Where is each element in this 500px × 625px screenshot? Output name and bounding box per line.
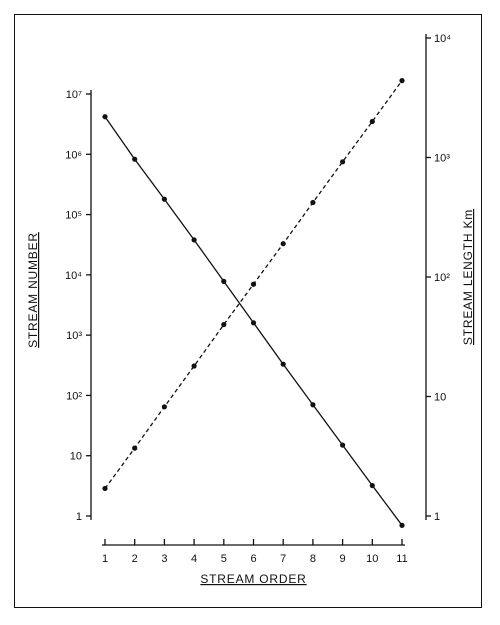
left-y-tick-label: 10⁶	[65, 149, 82, 161]
stream-length-data-point	[132, 445, 138, 451]
stream-number-data-point	[102, 114, 108, 120]
stream-number-data-point	[280, 361, 286, 367]
x-tick-label: 9	[340, 553, 346, 565]
stream-order-chart: 1 10 10² 10³ 10⁴ 10⁵ 10⁶ 10⁷ STREAM NUMBER 1 10 10²…	[26, 33, 475, 586]
stream-number-data-point	[221, 278, 227, 284]
right-y-tick-label: 10	[434, 392, 446, 404]
stream-length-data-point	[340, 159, 346, 165]
x-tick-label: 5	[221, 553, 227, 565]
stream-number-data-point	[191, 237, 197, 243]
stream-length-data-point	[102, 485, 108, 492]
left-y-axis-label: STREAM NUMBER	[26, 232, 40, 348]
x-tick-label: 7	[280, 553, 286, 565]
right-y-tick-label: 10²	[434, 272, 450, 284]
stream-length-data-point	[369, 118, 375, 125]
stream-number-data-point	[132, 156, 138, 162]
stream-number-data-point	[340, 442, 346, 448]
right-y-tick-label: 1	[434, 511, 440, 523]
left-y-tick-label: 10²	[66, 390, 82, 402]
right-y-tick-label: 10³	[434, 153, 450, 165]
stream-number-data-point	[250, 320, 257, 326]
stream-length-data-point	[221, 321, 227, 328]
x-tick-label: 8	[310, 553, 316, 565]
left-y-tick-label: 1	[76, 511, 82, 523]
x-tick-label: 1	[102, 553, 108, 565]
left-y-tick-label: 10⁴	[65, 270, 82, 282]
stream-length-data-point	[399, 78, 405, 84]
right-y-axis-label: STREAM LENGTH Km	[461, 209, 475, 345]
stream-number-data-point	[161, 196, 167, 202]
x-tick-label: 2	[132, 553, 138, 565]
left-y-tick-label: 10⁵	[65, 210, 82, 222]
stream-number-data-point	[369, 482, 375, 489]
stream-length-data-point	[161, 404, 167, 410]
x-axis-label: STREAM ORDER	[200, 572, 306, 586]
stream-number-data-point	[310, 402, 316, 408]
right-y-tick-label: 10⁴	[434, 33, 451, 45]
left-y-tick-label: 10⁷	[66, 89, 82, 101]
x-tick-label: 10	[366, 553, 378, 565]
x-tick-label: 11	[396, 553, 407, 565]
left-y-tick-label: 10³	[66, 330, 82, 342]
stream-length-data-point	[280, 241, 286, 247]
stream-length-data-point	[191, 363, 197, 369]
x-tick-label: 6	[250, 553, 256, 565]
x-tick-label: 4	[191, 553, 197, 565]
stream-length-data-point	[250, 281, 257, 287]
left-y-tick-label: 10	[70, 451, 82, 463]
x-tick-label: 3	[161, 553, 167, 565]
stream-number-data-point	[399, 522, 405, 528]
stream-length-data-point	[310, 199, 316, 206]
chart-frame: 1 10 10² 10³ 10⁴ 10⁵ 10⁶ 10⁷ STREAM NUMBER 1 10 10²…	[14, 14, 482, 608]
